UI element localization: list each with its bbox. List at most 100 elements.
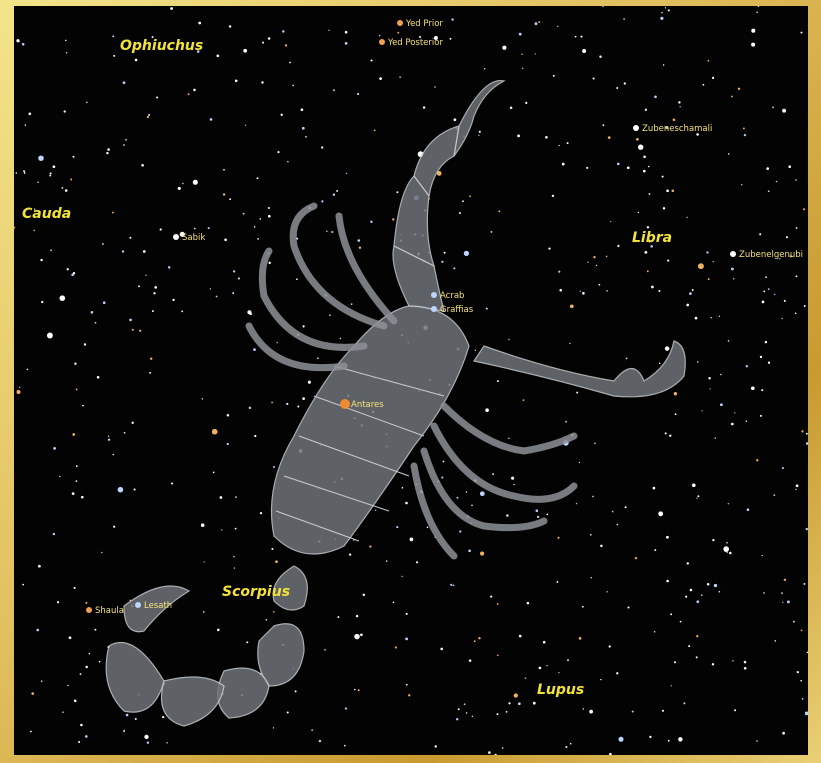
star-dot — [762, 301, 765, 304]
star-dot — [23, 170, 25, 172]
star-dot — [254, 226, 256, 228]
star-dot — [582, 606, 584, 608]
star-dot — [698, 263, 704, 269]
star-dot — [162, 716, 164, 718]
star-dot — [213, 472, 215, 474]
star-dot — [734, 709, 736, 711]
star-dot — [690, 589, 693, 592]
star-dot — [171, 482, 173, 484]
star-dot — [617, 163, 620, 166]
star-dot — [204, 561, 205, 562]
star-dot — [480, 491, 485, 496]
star-dot — [50, 172, 52, 174]
star-dot — [216, 296, 218, 298]
star-dot — [235, 528, 237, 530]
star-dot — [663, 207, 665, 209]
star-dot — [776, 181, 778, 183]
star-dot — [774, 294, 775, 295]
star-dot — [666, 580, 669, 583]
named-star — [397, 20, 403, 26]
star-dot — [221, 529, 222, 530]
star-dot — [674, 392, 677, 395]
star-dot — [525, 102, 527, 104]
star-dot — [731, 423, 734, 426]
star-dot — [144, 735, 148, 739]
star-dot — [73, 272, 75, 274]
star-dot — [589, 710, 593, 714]
star-dot — [478, 135, 479, 136]
star-dot — [763, 291, 765, 293]
star-dot — [168, 266, 170, 268]
star-dot — [106, 152, 108, 154]
star-dot — [217, 629, 220, 632]
star-dot — [41, 301, 43, 303]
star-dot — [599, 284, 601, 286]
star-dot — [784, 300, 786, 302]
star-dot — [627, 606, 629, 608]
star-dot — [673, 119, 676, 122]
star-dot — [466, 491, 467, 492]
star-dot — [695, 317, 698, 320]
star-dot — [562, 163, 565, 166]
star-dot — [728, 153, 730, 155]
star-label: Acrab — [440, 291, 464, 301]
star-dot — [19, 387, 20, 388]
star-dot — [25, 124, 26, 125]
star-dot — [497, 380, 499, 382]
star-dot — [557, 26, 558, 27]
star-dot — [47, 333, 53, 339]
star-dot — [156, 96, 158, 98]
star-dot — [766, 167, 769, 170]
star-dot — [182, 183, 184, 185]
star-dot — [17, 390, 21, 394]
star-dot — [511, 477, 514, 480]
star-dot — [765, 341, 767, 343]
star-dot — [474, 640, 476, 642]
star-dot — [759, 233, 761, 235]
star-dot — [548, 247, 550, 249]
star-dot — [154, 286, 157, 289]
star-dot — [375, 510, 376, 511]
star-dot — [254, 435, 256, 437]
star-dot — [497, 603, 499, 605]
star-dot — [108, 439, 110, 441]
star-dot — [333, 89, 335, 91]
star-dot — [321, 200, 323, 202]
star-dot — [508, 702, 510, 704]
star-dot — [38, 565, 41, 568]
star-dot — [668, 9, 670, 11]
star-dot — [16, 39, 19, 42]
star-dot — [654, 549, 656, 551]
star-dot — [492, 473, 494, 475]
star-dot — [715, 437, 716, 438]
star-dot — [545, 136, 548, 139]
star-dot — [608, 136, 611, 139]
star-dot — [89, 653, 91, 655]
star-dot — [129, 237, 131, 239]
star-dot — [457, 497, 459, 499]
star-dot — [600, 679, 601, 680]
star-dot — [616, 672, 618, 674]
star-dot — [741, 184, 742, 185]
star-dot — [606, 256, 608, 258]
star-dot — [558, 145, 559, 146]
star-dot — [102, 243, 104, 245]
named-star — [173, 234, 179, 240]
star-dot — [701, 594, 703, 596]
star-dot — [627, 166, 630, 169]
star-dot — [328, 30, 329, 31]
sky-view: OphiuchusCaudaLibraScorpiusLupusYed Prio… — [14, 6, 808, 755]
star-dot — [469, 659, 472, 662]
star-dot — [37, 181, 39, 183]
star-dot — [444, 252, 446, 254]
star-dot — [580, 291, 581, 292]
star-dot — [85, 602, 87, 604]
star-dot — [351, 303, 352, 304]
star-dot — [618, 737, 623, 742]
star-dot — [85, 666, 87, 668]
star-dot — [107, 148, 110, 151]
star-dot — [565, 746, 567, 748]
star-dot — [406, 613, 408, 615]
star-dot — [123, 144, 125, 146]
star-dot — [273, 611, 275, 613]
